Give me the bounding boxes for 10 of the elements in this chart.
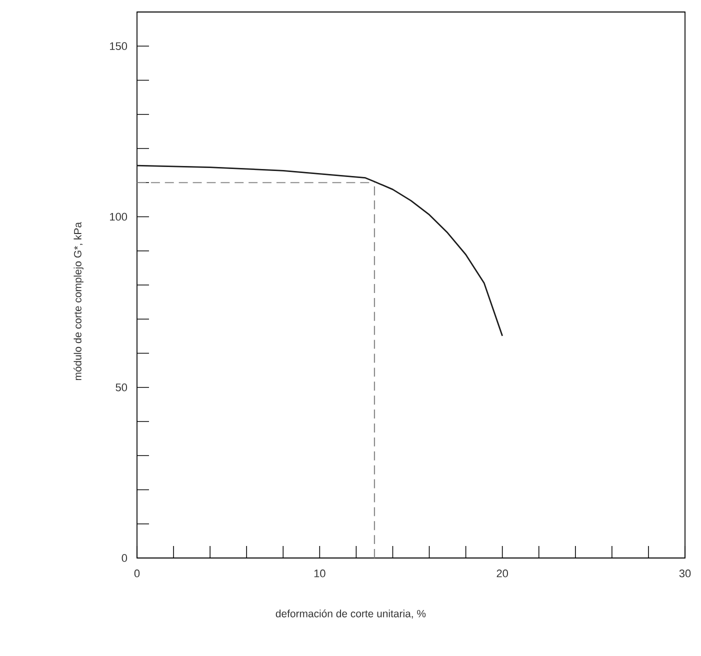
y-tick-label: 100: [110, 212, 128, 221]
x-tick-label: 10: [314, 570, 326, 578]
x-tick-label: 20: [496, 570, 508, 578]
y-tick-label: 50: [116, 384, 128, 392]
y-tick-label: 0: [122, 554, 128, 562]
y-tick-label: 150: [110, 42, 128, 50]
x-axis-title: deformación de corte unitaria, %: [276, 610, 426, 619]
x-tick-label: 30: [679, 570, 691, 578]
x-tick-label: 0: [134, 570, 140, 578]
y-axis-title: módulo de corte complejo G*, kPa: [74, 222, 84, 380]
